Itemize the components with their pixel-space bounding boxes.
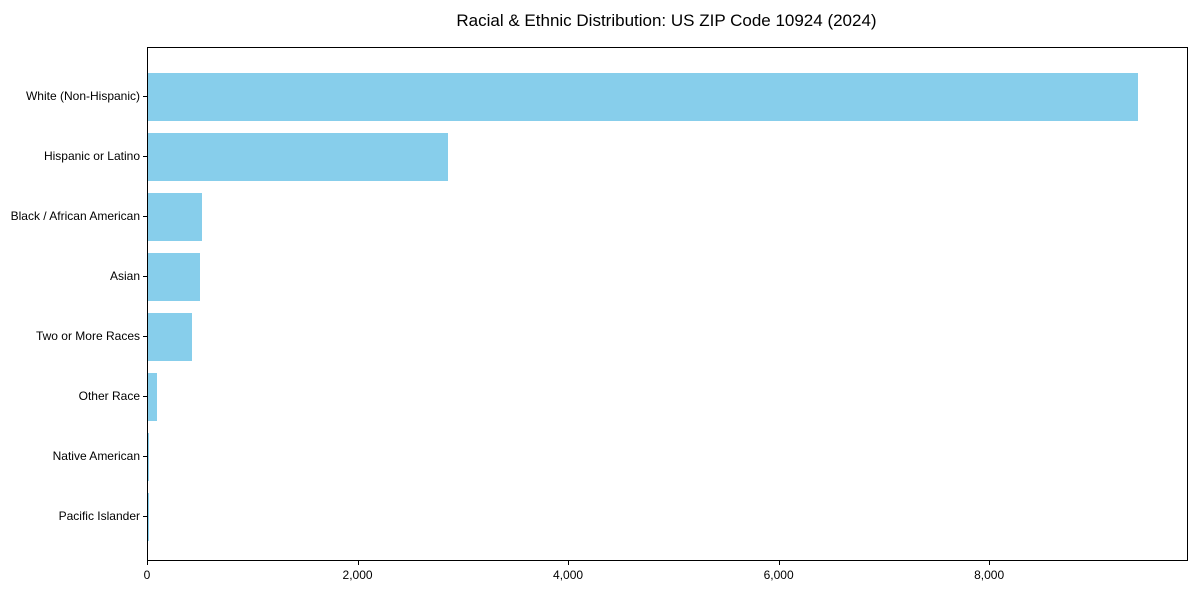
x-tick-label: 2,000 [342,568,373,582]
y-tick-label: Asian [109,269,140,283]
x-tick [989,561,991,565]
y-tick-label: Pacific Islander [58,509,140,523]
y-tick [143,516,147,517]
y-tick-label: Black / African American [10,209,140,223]
y-tick [143,456,147,457]
y-tick [143,396,147,397]
bar-white-non-hispanic [148,73,1138,121]
bar-black-african-american [148,193,203,241]
x-tick [357,561,359,565]
bar-two-or-more-races [148,313,192,361]
x-tick [147,561,148,565]
y-tick [143,96,147,97]
y-tick [143,336,147,337]
y-tick [143,156,147,157]
y-tick [143,276,147,277]
y-tick [143,216,147,217]
x-tick-label: 4,000 [553,568,584,582]
bar-asian [148,253,200,301]
x-tick-label: 6,000 [763,568,794,582]
x-tick-label: 8,000 [974,568,1005,582]
bar-native-american [148,433,150,481]
chart-title: Racial & Ethnic Distribution: US ZIP Cod… [456,11,877,30]
bar-hispanic-or-latino [148,133,448,181]
x-tick [778,561,780,565]
bar-other-race [148,373,158,421]
x-tick-label: 0 [143,568,151,582]
y-tick-label: Hispanic or Latino [43,149,140,163]
y-tick-label: Native American [52,449,140,463]
y-tick-label: Other Race [78,389,140,403]
plot-area [147,47,1188,561]
x-tick [568,561,570,565]
y-tick-label: White (Non-Hispanic) [25,89,140,103]
y-tick-label: Two or More Races [35,329,140,343]
